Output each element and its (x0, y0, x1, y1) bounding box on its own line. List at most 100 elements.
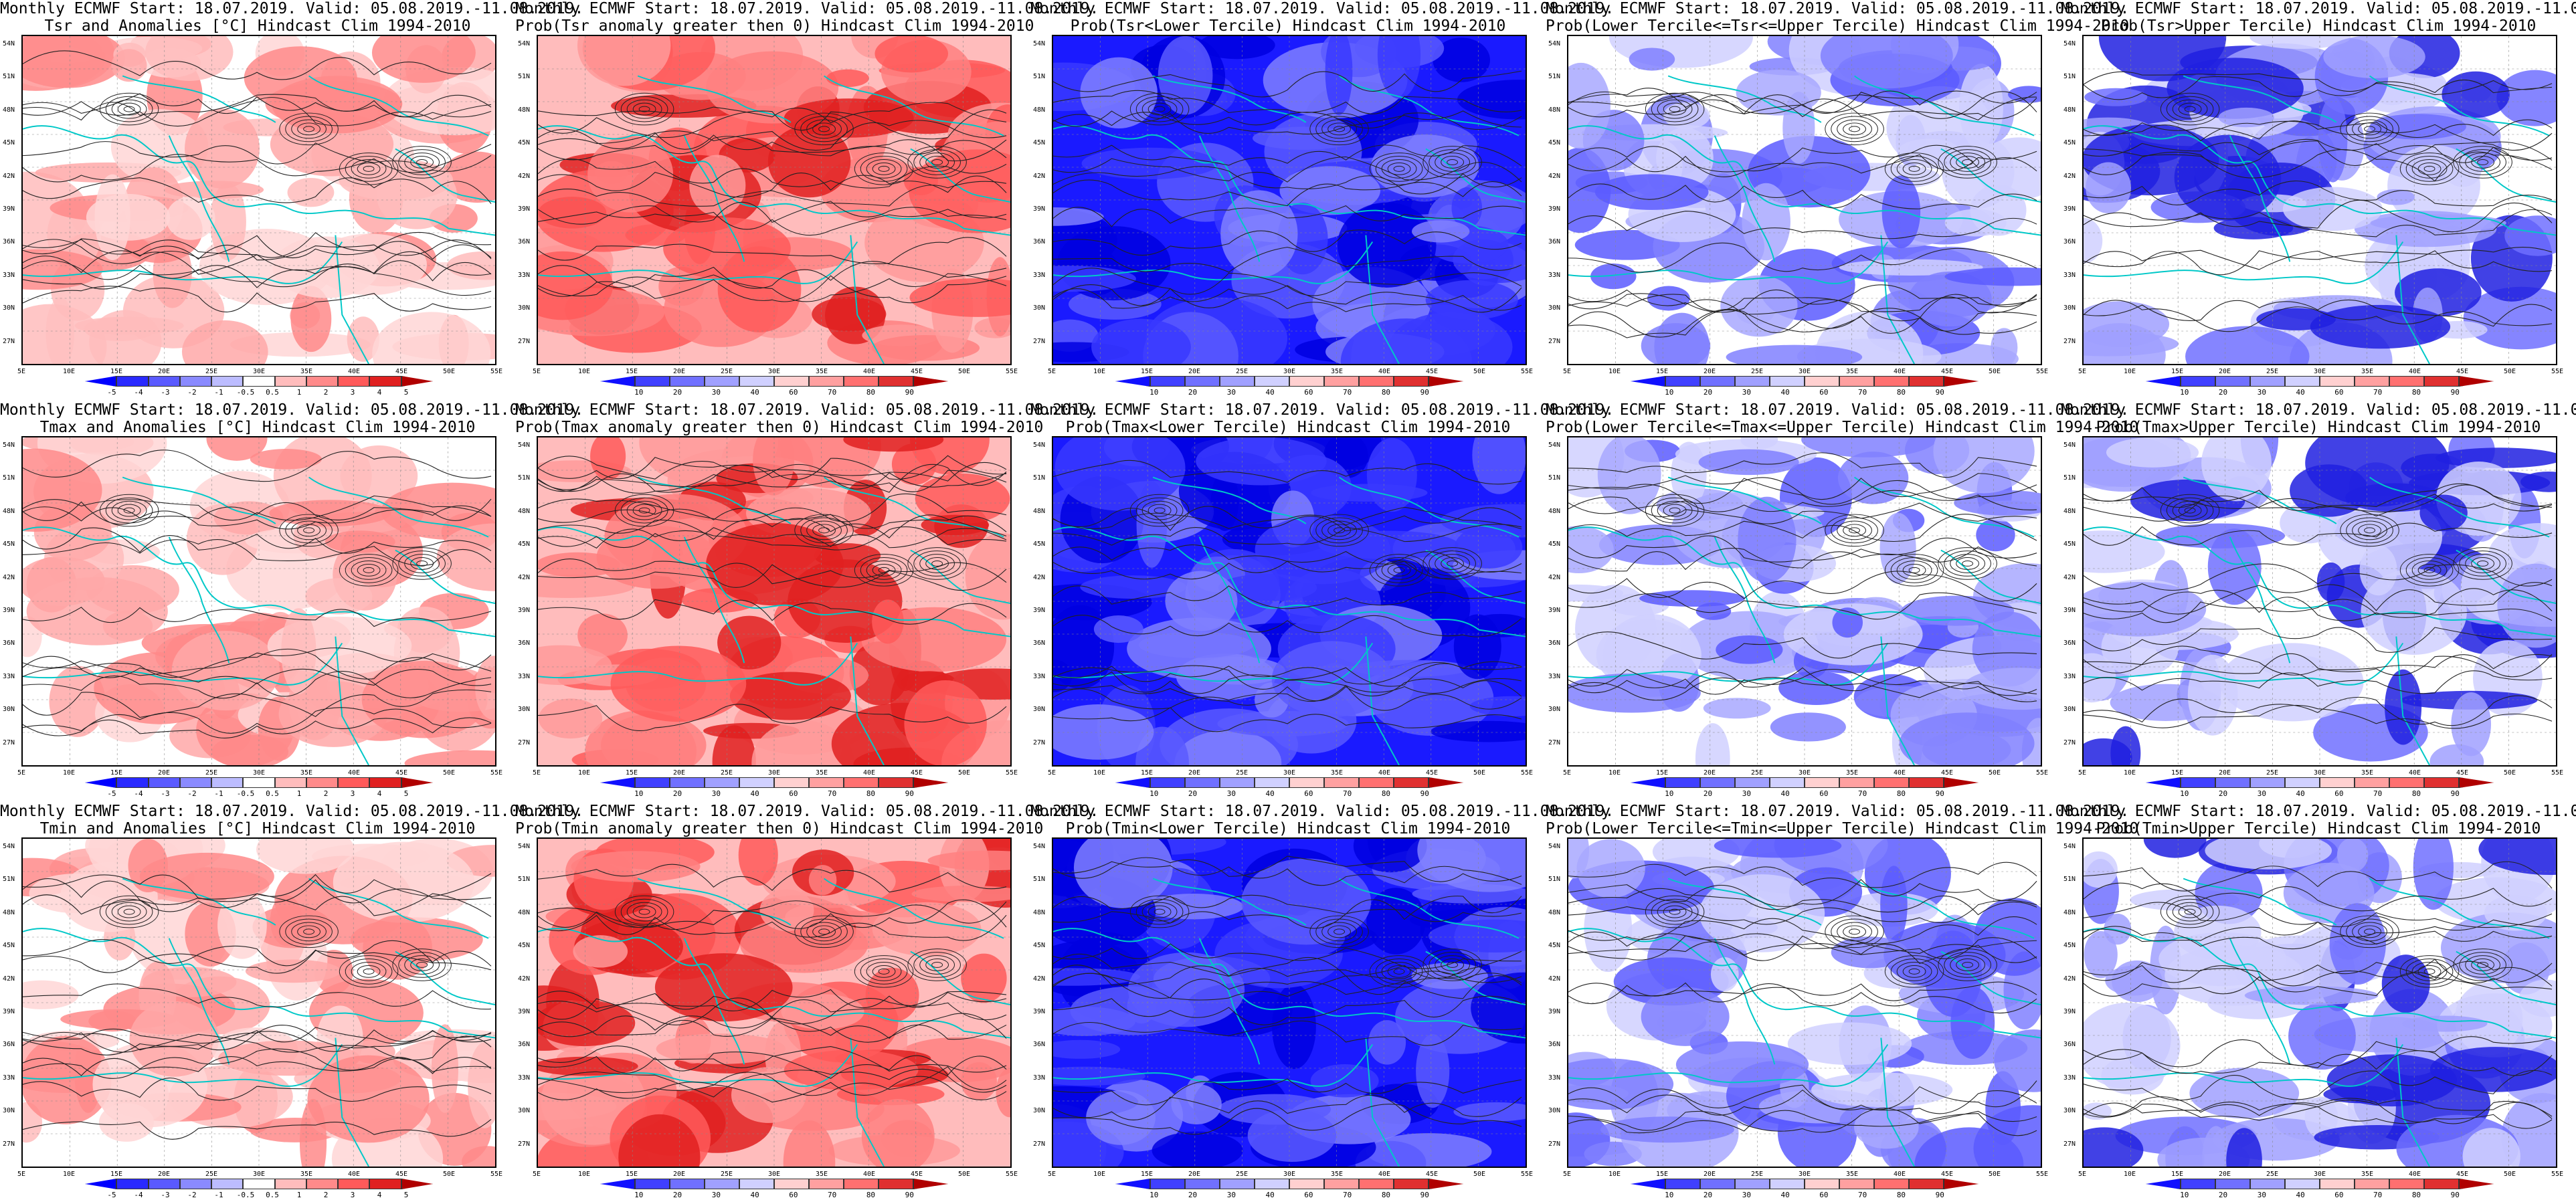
contour-line (538, 991, 1007, 1017)
colorbar-swatch (2424, 1179, 2459, 1189)
latitude-label: 36N (518, 1041, 531, 1049)
forecast-panel: Monthly ECMWF Start: 18.07.2019. Valid: … (515, 803, 1099, 1204)
colorbar-tick-label: 10 (634, 789, 644, 798)
coastline (1053, 526, 1526, 637)
contour-line (2084, 961, 2553, 987)
field-shading (717, 615, 781, 670)
orography-contour (285, 918, 333, 945)
field-shading (1247, 1109, 1337, 1162)
colorbar: 10 20 30 40 60 70 80 90 (600, 376, 948, 397)
orography-contour (1956, 156, 1980, 169)
orography-contour (614, 92, 674, 126)
latitude-label: 51N (1033, 474, 1046, 482)
colorbar-swatch (1394, 1179, 1429, 1189)
colorbar-tick-label: 60 (2334, 789, 2344, 798)
latitude-label: 45N (1548, 540, 1561, 548)
longitude-label: 5E (1047, 368, 1056, 375)
colorbar-tick-label: 10 (634, 388, 644, 397)
colorbar-swatch (2181, 1179, 2215, 1189)
contour-line (23, 950, 492, 974)
longitude-label: 45E (910, 1171, 923, 1178)
contour-line (538, 564, 1007, 591)
latitude-label: 54N (1033, 40, 1046, 47)
contour-line (1053, 156, 1522, 183)
panel-title: Monthly ECMWF Start: 18.07.2019. Valid: … (515, 0, 1099, 35)
colorbar-swatch (1220, 1179, 1255, 1189)
coastline (23, 928, 495, 1039)
longitude-label: 25E (1750, 368, 1764, 375)
orography-contour (620, 497, 668, 524)
field-shading (2336, 839, 2369, 872)
orography-contour (1441, 959, 1465, 971)
field-shading (94, 174, 130, 261)
orography-contour (626, 902, 662, 922)
field-shading (965, 533, 1010, 620)
coastline (2369, 75, 2550, 136)
contour-line (538, 275, 1007, 304)
latitude-label: 42N (1548, 573, 1561, 581)
field-shading (1469, 696, 1526, 716)
contour-line (23, 1119, 492, 1140)
colorbar-tick-label: 90 (1935, 1191, 1944, 1199)
field-shading (1471, 972, 1526, 1044)
field-shading (2451, 692, 2492, 757)
longitude-label: 5E (1047, 1171, 1056, 1178)
colorbar-swatch (879, 1179, 913, 1189)
colorbar-swatch (179, 376, 212, 387)
coastline (1425, 549, 1526, 604)
colorbar-tick-label: 70 (1343, 388, 1352, 397)
longitude-label: 25E (2266, 1171, 2279, 1178)
orography-contour (620, 96, 668, 122)
colorbar-swatch (2250, 777, 2285, 788)
field-shading (1944, 209, 2007, 237)
orography-contour (1381, 159, 1417, 179)
field-shading (751, 720, 854, 765)
orography-contour (2178, 905, 2202, 918)
longitude-label: 20E (2218, 769, 2231, 777)
longitude-label: 30E (1283, 769, 1296, 777)
panel-title: Monthly ECMWF Start: 18.07.2019. Valid: … (515, 401, 1099, 436)
map-frame (2082, 436, 2557, 767)
field-shading (1174, 730, 1282, 765)
orography-contour (1956, 557, 1980, 570)
orography-contour (1141, 902, 1178, 922)
longitude-label: 50E (1988, 769, 2001, 777)
longitude-label: 25E (205, 368, 218, 375)
orography-contour (2352, 119, 2387, 139)
colorbar-tick-label: 60 (1304, 789, 1313, 798)
longitude-label: 40E (1893, 1171, 1906, 1178)
colorbar-tick-label: 80 (2411, 388, 2421, 397)
latitude-label: 39N (518, 1008, 531, 1015)
longitude-label: 40E (2408, 1171, 2421, 1178)
orography-contour (2364, 126, 2376, 132)
orography-contour (1309, 112, 1369, 146)
colorbar: 10 20 30 40 60 70 80 90 (1115, 376, 1463, 397)
coastline (1053, 642, 1374, 686)
latitude-label: 33N (3, 672, 15, 680)
latitude-label: 39N (3, 205, 15, 213)
map-frame (537, 35, 1012, 365)
field-shading (1720, 275, 1798, 337)
colorbar-swatch (2215, 777, 2250, 788)
orography-contour (806, 922, 842, 942)
contour-line (1568, 284, 2037, 313)
colorbar-swatch (913, 376, 948, 387)
contour-line (1053, 90, 1522, 114)
contour-line (2084, 645, 2553, 676)
orography-contour (2172, 99, 2208, 119)
forecast-panel: Monthly ECMWF Start: 18.07.2019. Valid: … (515, 0, 1099, 401)
contour-line (538, 455, 1007, 480)
orography-contour (2411, 159, 2448, 179)
orography-contour (2172, 902, 2208, 922)
orography-contour (1422, 146, 1482, 179)
orography-contour (1387, 563, 1411, 577)
orography-contour (1651, 497, 1699, 524)
map-frame (2082, 837, 2557, 1168)
coastline (1198, 938, 1261, 1065)
colorbar-swatch (1324, 376, 1359, 387)
field-shading (1053, 1039, 1121, 1059)
orography-contour (99, 895, 159, 928)
colorbar-swatch (1150, 376, 1185, 387)
latitude-label: 51N (2063, 474, 2076, 482)
colorbar-swatch (2389, 376, 2424, 387)
